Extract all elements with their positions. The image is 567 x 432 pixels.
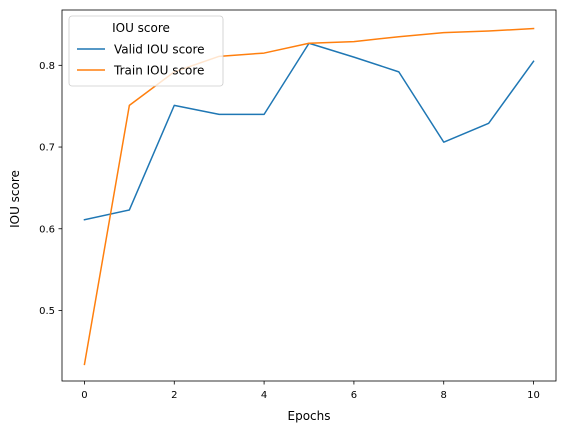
x-tick-label: 0 bbox=[81, 390, 87, 401]
y-tick-label: 0.8 bbox=[39, 61, 55, 72]
x-tick-label: 8 bbox=[441, 390, 447, 401]
plot-frame bbox=[61, 9, 557, 382]
legend-title: IOU score bbox=[112, 21, 170, 35]
y-tick-label: 0.5 bbox=[39, 306, 55, 317]
legend-box bbox=[68, 15, 224, 87]
x-tick-label: 2 bbox=[171, 390, 177, 401]
legend: IOU score Valid IOU score Train IOU score bbox=[68, 15, 224, 87]
legend-label-2: Train IOU score bbox=[113, 64, 204, 78]
x-axis-label: Epochs bbox=[288, 409, 331, 423]
y-tick-label: 0.6 bbox=[39, 224, 55, 235]
axes-layer: 0 2 4 6 8 10 0.5 0.6 0.7 0.8 bbox=[39, 9, 557, 401]
y-tick-label: 0.7 bbox=[39, 143, 55, 154]
x-tick-label: 10 bbox=[527, 390, 540, 401]
y-axis-label: IOU score bbox=[8, 170, 22, 228]
x-tick-label: 4 bbox=[261, 390, 267, 401]
x-tick-label: 6 bbox=[351, 390, 357, 401]
legend-label-1: Valid IOU score bbox=[114, 43, 205, 57]
